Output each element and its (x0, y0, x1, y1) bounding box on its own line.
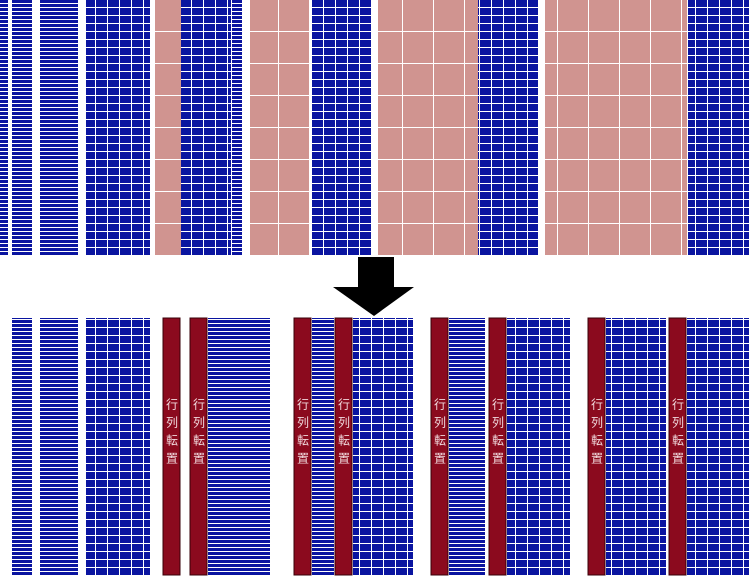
down-arrow (333, 257, 414, 316)
blue-column (311, 0, 371, 255)
pink-block (154, 0, 181, 255)
pink-block (250, 0, 310, 255)
transpose-bar (293, 317, 312, 576)
blue-column (312, 318, 334, 575)
transpose-bar (488, 317, 507, 576)
blue-column (0, 0, 8, 255)
transpose-bar (334, 317, 353, 576)
blue-column (449, 318, 485, 575)
blue-column (86, 318, 150, 575)
blue-column (12, 0, 32, 255)
blue-column (86, 0, 150, 255)
transpose-bar (430, 317, 449, 576)
transpose-label: 行列転置 (491, 398, 505, 470)
transpose-label: 行列転置 (192, 398, 206, 470)
transpose-label: 行列転置 (296, 398, 310, 470)
blue-column (208, 318, 270, 575)
blue-column (507, 318, 570, 575)
pink-block (378, 0, 478, 255)
blue-column (353, 318, 413, 575)
transpose-bar (587, 317, 606, 576)
transpose-label: 行列転置 (590, 398, 604, 470)
transposed-matrix: 行列転置 行列転置 行列転置 行列転置 行列転置 行列転置 行列転置 行列転置 (12, 317, 749, 576)
transpose-label: 行列転置 (671, 398, 685, 470)
transpose-label: 行列転置 (337, 398, 351, 470)
blue-column (687, 318, 749, 575)
blue-column (181, 0, 231, 255)
blue-column (688, 0, 749, 255)
transpose-bar (189, 317, 208, 576)
source-matrix (0, 0, 749, 255)
transpose-bar (162, 317, 181, 576)
transpose-label: 行列転置 (165, 398, 179, 470)
blue-column (12, 318, 32, 575)
blue-column (40, 0, 78, 255)
pink-block (545, 0, 687, 255)
transpose-bar (668, 317, 687, 576)
transpose-label: 行列転置 (433, 398, 447, 470)
blue-column (40, 318, 78, 575)
blue-column (232, 0, 242, 255)
blue-column (478, 0, 538, 255)
blue-column (606, 318, 666, 575)
